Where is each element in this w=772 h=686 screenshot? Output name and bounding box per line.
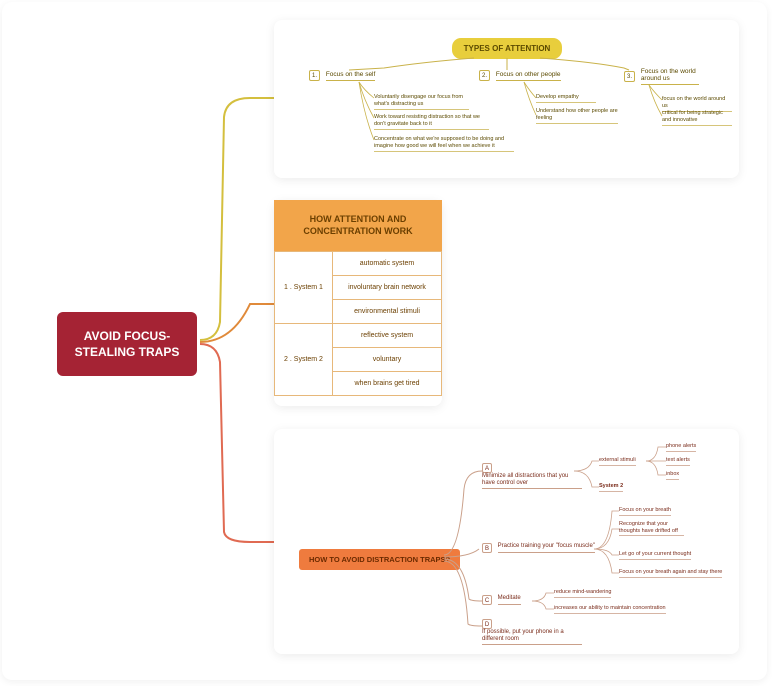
c1-b2-leaf2: Understand how other people are feeling [536,108,618,124]
c3-branch-b: B Practice training your "focus muscle" [482,543,595,553]
c3-d-icon: D [482,619,492,629]
c1-b3-leaf2: critical for being strategic and innovat… [662,110,732,126]
c2-cell: reflective system [333,324,442,348]
c3-a-label: Minimize all distractions that you have … [482,473,582,489]
c3-d-label: If possible, put your phone in a differe… [482,629,582,645]
c3-a-child2: System 2 [599,483,623,492]
c3-c-leaf1: reduce mind-wandering [554,589,611,598]
c3-branch-a: A Minimize all distractions that you hav… [482,463,582,489]
c1-branch-2: 2. Focus on other people [479,70,561,81]
c3-a-child1: external stimuli [599,457,636,466]
c3-c-leaf2: increases our ability to maintain concen… [554,605,666,614]
c1-b1-leaf1: Voluntarily disengage our focus from wha… [374,94,469,110]
c3-b-leaf3: Let go of your current thought [619,551,691,560]
c2-cell: when brains get tired [333,372,442,396]
c1-b1-num: 1. [309,70,320,81]
c3-branch-d: D If possible, put your phone in a diffe… [482,619,582,645]
card1-title: TYPES OF ATTENTION [452,38,562,59]
c1-b1-leaf2: Work toward resisting distraction so tha… [374,114,489,130]
c3-a-child1-leaf1: phone alerts [666,443,696,452]
card-avoid-distraction-traps: HOW TO AVOID DISTRACTION TRAPS? [274,429,739,654]
root-node: AVOID FOCUS-STEALING TRAPS [57,312,197,376]
card2-header: HOW ATTENTION AND CONCENTRATION WORK [274,200,442,251]
c3-b-leaf4: Focus on your breath again and stay ther… [619,569,722,578]
card-types-of-attention: TYPES OF ATTENTION 1. Focus on the self … [274,20,739,178]
c3-b-leaf2: Recognize that your thoughts have drifte… [619,521,684,536]
c2-sys1: 1 . System 1 [275,252,333,324]
c2-cell: automatic system [333,252,442,276]
card3-title: HOW TO AVOID DISTRACTION TRAPS? [299,549,460,570]
c1-b1-label: Focus on the self [326,71,376,81]
c1-branch-1: 1. Focus on the self [309,70,375,81]
table-row: 2 . System 2 reflective system [275,324,442,348]
card-attention-concentration: HOW ATTENTION AND CONCENTRATION WORK 1 .… [274,200,442,406]
c2-cell: voluntary [333,348,442,372]
c1-b2-label: Focus on other people [496,71,561,81]
c3-c-label: Meditate [498,595,521,604]
c1-b2-num: 2. [479,70,490,81]
c1-b2-leaf1: Develop empathy [536,94,596,103]
c2-cell: environmental stimuli [333,300,442,324]
c3-c-icon: C [482,595,492,605]
card2-table: 1 . System 1 automatic system involuntar… [274,251,442,396]
c1-b1-leaf3: Concentrate on what we're supposed to be… [374,136,514,152]
diagram-canvas: AVOID FOCUS-STEALING TRAPS TYPES OF ATTE… [2,2,767,680]
table-row: 1 . System 1 automatic system [275,252,442,276]
c3-b-icon: B [482,543,492,553]
c3-a-child1-leaf3: inbox [666,471,679,480]
c3-a-icon: A [482,463,492,473]
c3-b-label: Practice training your "focus muscle" [498,543,595,552]
c2-cell: involuntary brain network [333,276,442,300]
c1-b3-label: Focus on the world around us [641,68,699,85]
c1-branch-3: 3. Focus on the world around us [624,68,702,85]
c1-b3-num: 3. [624,71,635,82]
c2-sys2: 2 . System 2 [275,324,333,396]
c3-a-child1-leaf2: text alerts [666,457,690,466]
c3-b-leaf1: Focus on your breath [619,507,671,516]
c3-branch-c: C Meditate [482,595,521,605]
